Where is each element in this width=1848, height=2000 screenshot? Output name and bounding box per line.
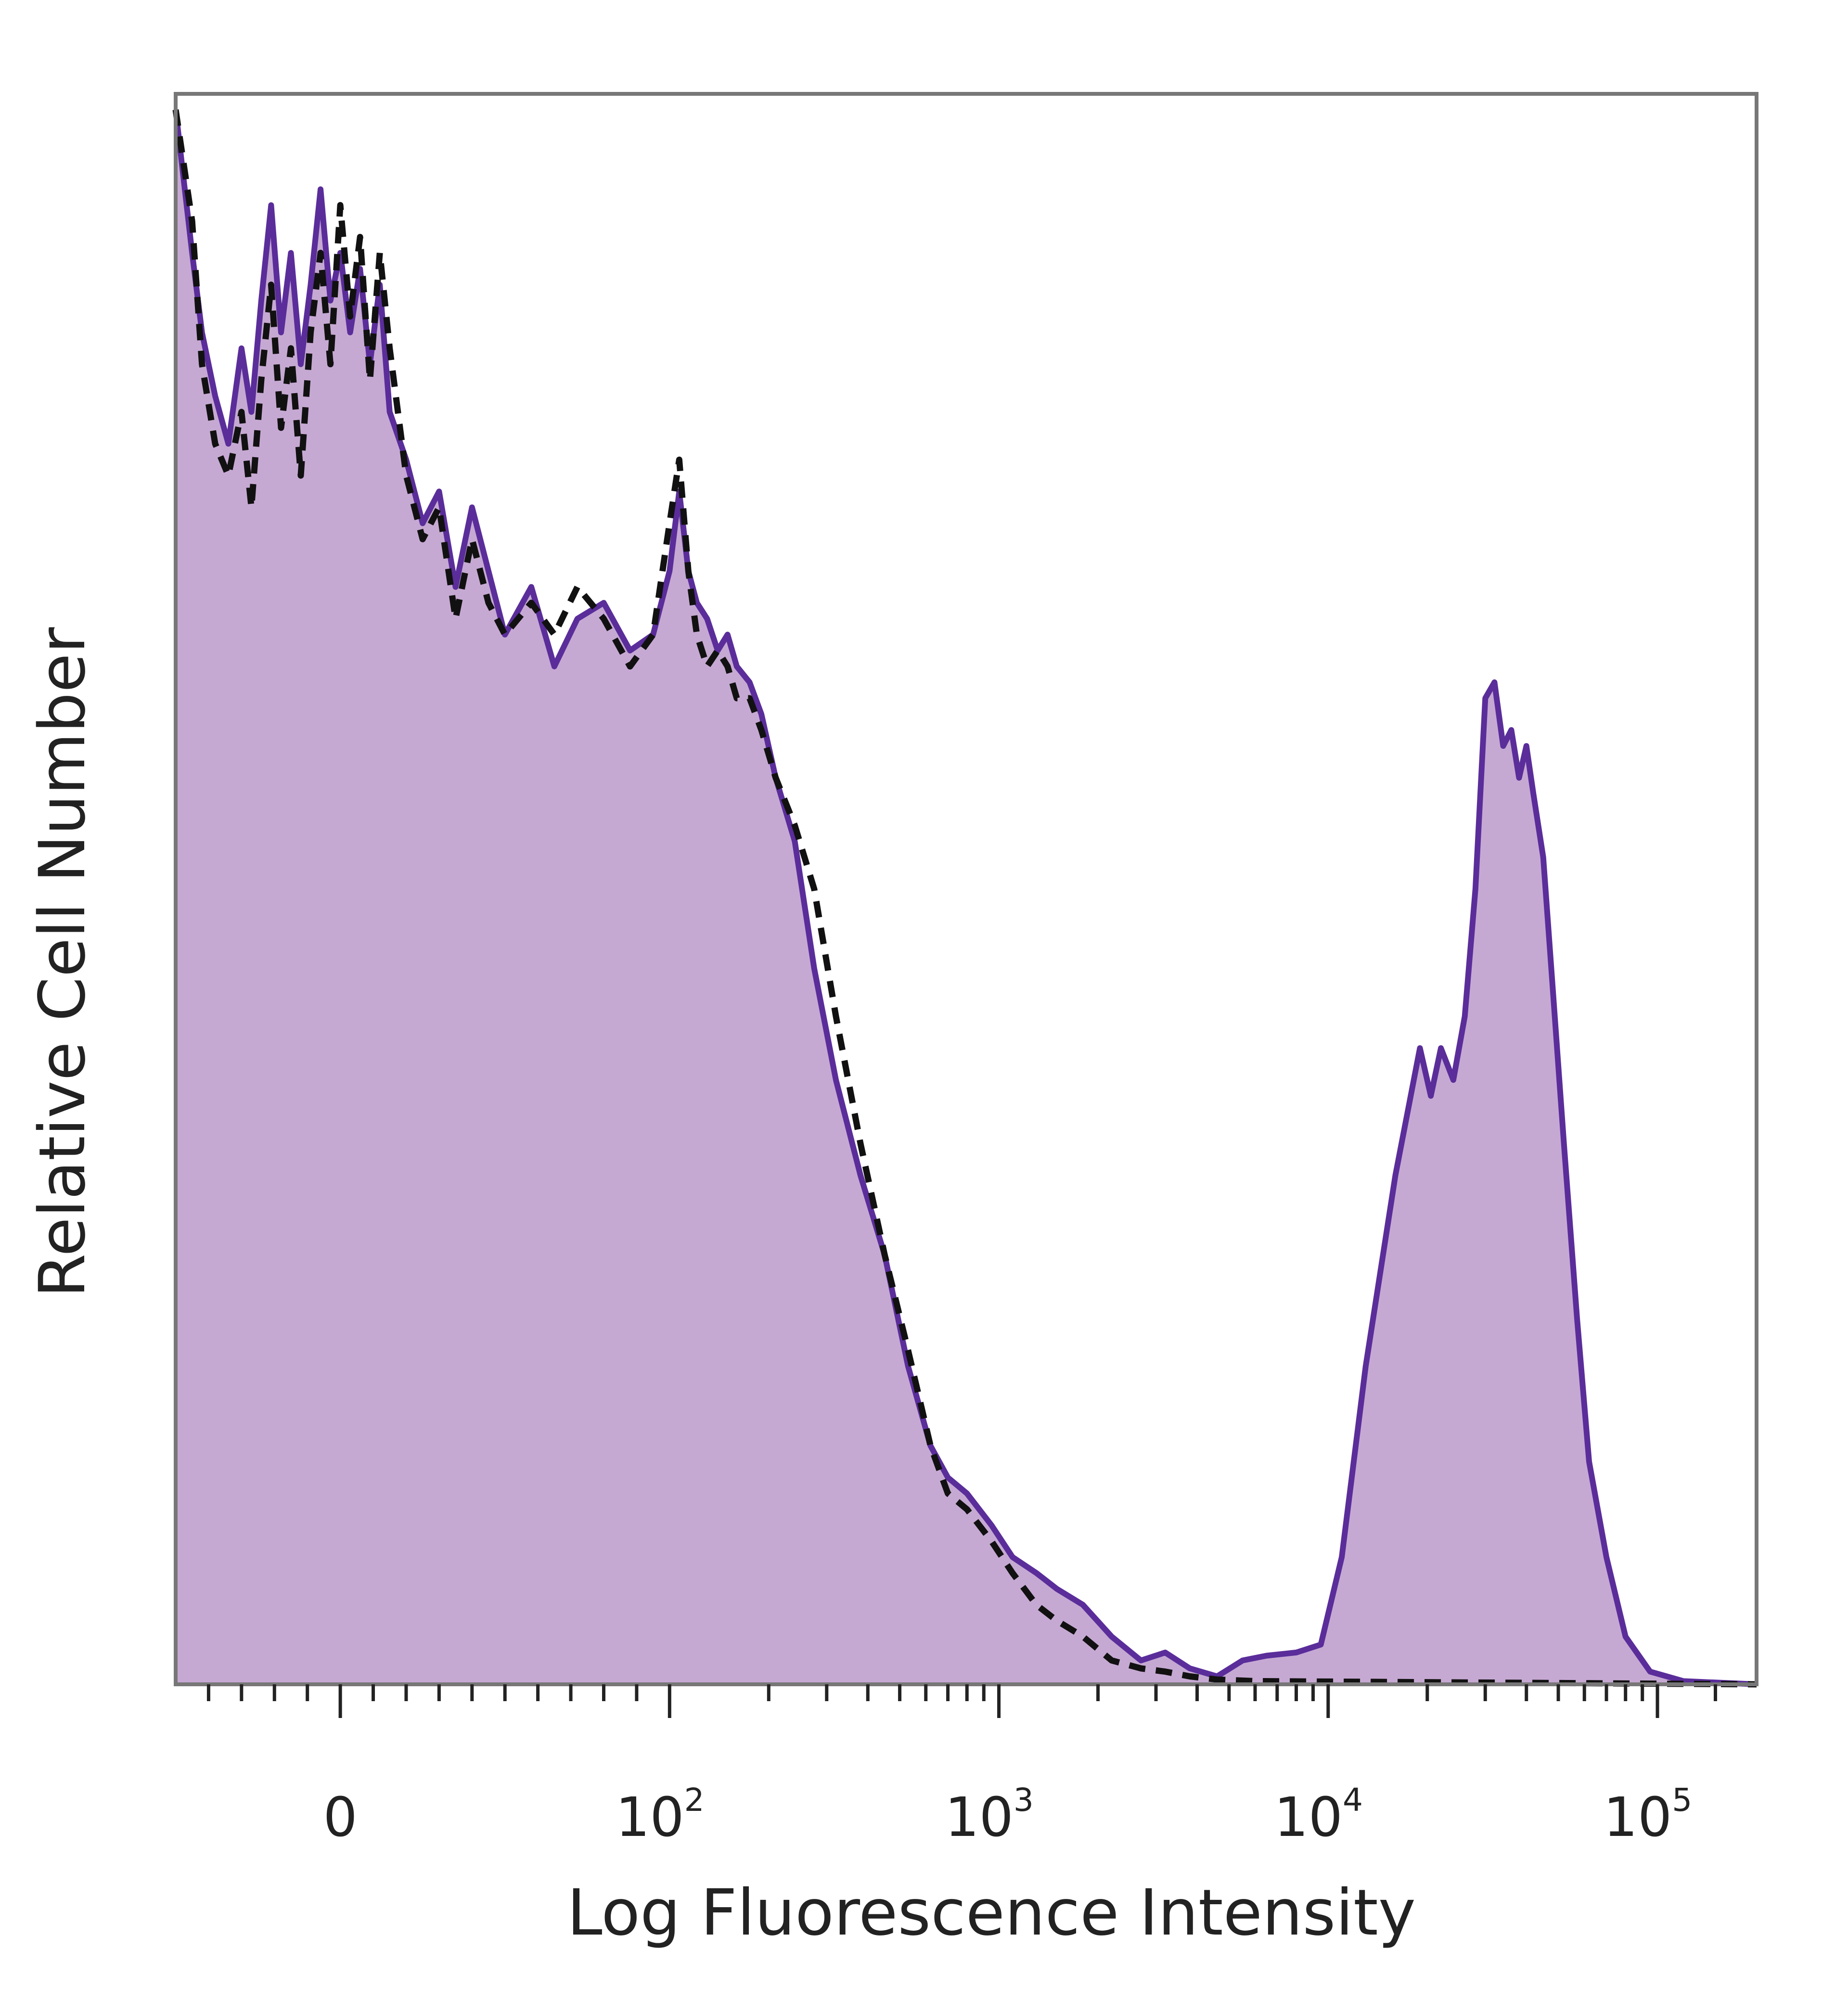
stained-histogram-line	[173, 109, 1757, 1687]
x-tick-label: 103	[945, 1782, 1034, 1849]
x-axis-ticks	[206, 1684, 1718, 1718]
control-histogram-line	[172, 109, 1757, 1688]
x-tick-label: 0	[323, 1786, 357, 1849]
y-axis-title: Relative Cell Number	[26, 627, 100, 1298]
x-tick-label: 105	[1604, 1782, 1693, 1849]
x-axis-title: Log Fluorescence Intensity	[567, 1876, 1416, 1950]
x-tick-label: 104	[1274, 1782, 1363, 1849]
plot-area	[172, 109, 1757, 1688]
stained-histogram-fill	[176, 110, 1757, 1684]
x-axis-tick-labels: 0 102 103 104 105	[323, 1782, 1692, 1849]
x-tick-label: 102	[616, 1782, 705, 1849]
